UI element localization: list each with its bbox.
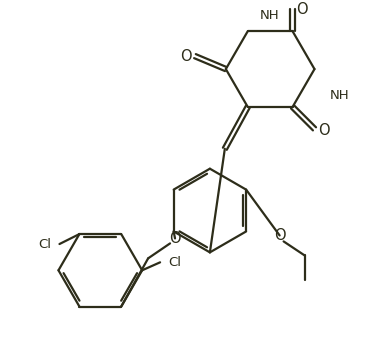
Text: Cl: Cl [39, 238, 51, 251]
Text: NH: NH [330, 90, 349, 102]
Text: Cl: Cl [168, 256, 181, 269]
Text: O: O [169, 231, 181, 246]
Text: O: O [274, 228, 285, 243]
Text: NH: NH [260, 9, 280, 22]
Text: O: O [318, 123, 329, 138]
Text: O: O [296, 2, 307, 17]
Text: O: O [180, 49, 192, 64]
